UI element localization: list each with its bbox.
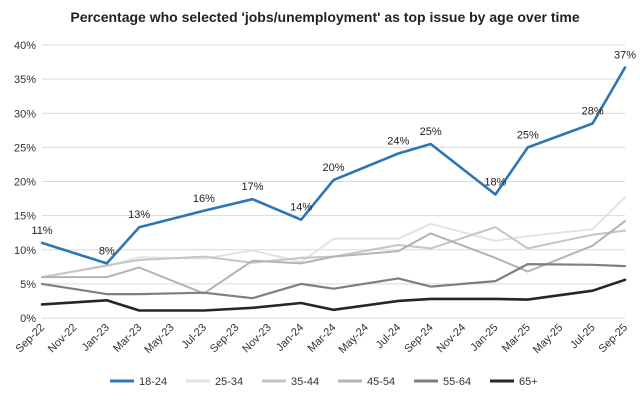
data-label: 11% — [31, 225, 52, 237]
data-label: 25% — [420, 126, 442, 138]
y-tick-label: 40% — [14, 40, 36, 52]
data-label: 17% — [242, 181, 264, 193]
legend-label: 18-24 — [139, 376, 167, 388]
legend: 18-24 25-34 35-44 45-54 55-64 65+ — [110, 376, 538, 388]
x-tick-label: May-24 — [337, 322, 371, 356]
legend-label: 25-34 — [215, 376, 243, 388]
x-tick-label: Sep-22 — [14, 322, 48, 356]
series-line-65plus — [40, 278, 627, 312]
y-tick-label: 20% — [14, 177, 36, 189]
chart-title: Percentage who selected 'jobs/unemployme… — [70, 9, 579, 25]
x-tick-label: Mar-23 — [111, 322, 144, 355]
x-tick-label: Nov-23 — [240, 322, 274, 356]
data-label: 8% — [99, 245, 115, 257]
data-label: 28% — [582, 105, 604, 117]
series-line-45-54 — [41, 220, 626, 295]
y-tick-label: 5% — [20, 279, 36, 291]
x-tick-label: Nov-22 — [46, 322, 80, 356]
legend-label: 55-64 — [443, 376, 471, 388]
legend-label: 35-44 — [291, 376, 319, 388]
x-tick-label: Mar-24 — [305, 322, 338, 355]
data-label: 14% — [290, 202, 312, 214]
x-tick-label: Nov-24 — [435, 322, 469, 356]
x-tick-label: Jan-23 — [80, 322, 112, 354]
x-tick-label: Sep-25 — [597, 322, 631, 356]
x-tick-label: May-25 — [531, 322, 565, 356]
y-tick-label: 25% — [14, 142, 36, 154]
data-label: 16% — [193, 193, 215, 205]
x-tick-label: Jul-24 — [374, 322, 404, 352]
legend-label: 65+ — [519, 376, 538, 388]
x-tick-label: Sep-24 — [402, 322, 436, 356]
series-line-55-64 — [40, 263, 627, 300]
series-lines — [40, 66, 627, 312]
x-tick-label: Jan-24 — [274, 322, 306, 354]
y-tick-label: 15% — [14, 211, 36, 223]
data-label: 24% — [387, 136, 409, 148]
data-label: 20% — [322, 162, 344, 174]
data-label: 37% — [614, 50, 636, 62]
data-label: 25% — [517, 129, 539, 141]
data-label: 13% — [128, 209, 150, 221]
y-tick-label: 10% — [14, 245, 36, 257]
series-line-25-34 — [41, 196, 626, 279]
data-labels: 11% 8% 13% 16% 17% 14% 20% 24% 25% 18% 25% 28% 37% — [31, 50, 636, 258]
x-tick-label: May-23 — [142, 322, 176, 356]
data-label: 18% — [484, 176, 506, 188]
x-tick-label: Jul-25 — [568, 322, 598, 352]
x-tick-label: Jan-25 — [468, 322, 500, 354]
x-tick-label: Sep-23 — [208, 322, 242, 356]
series-line-18-24 — [40, 66, 627, 265]
legend-label: 45-54 — [367, 376, 395, 388]
y-tick-label: 35% — [14, 74, 36, 86]
x-tick-label: Jul-23 — [179, 322, 209, 352]
x-tick-label: Mar-25 — [500, 322, 533, 355]
y-tick-label: 0% — [20, 313, 36, 325]
y-tick-label: 30% — [14, 108, 36, 120]
y-axis-ticks: 0% 5% 10% 15% 20% 25% 30% 35% 40% — [14, 40, 36, 325]
